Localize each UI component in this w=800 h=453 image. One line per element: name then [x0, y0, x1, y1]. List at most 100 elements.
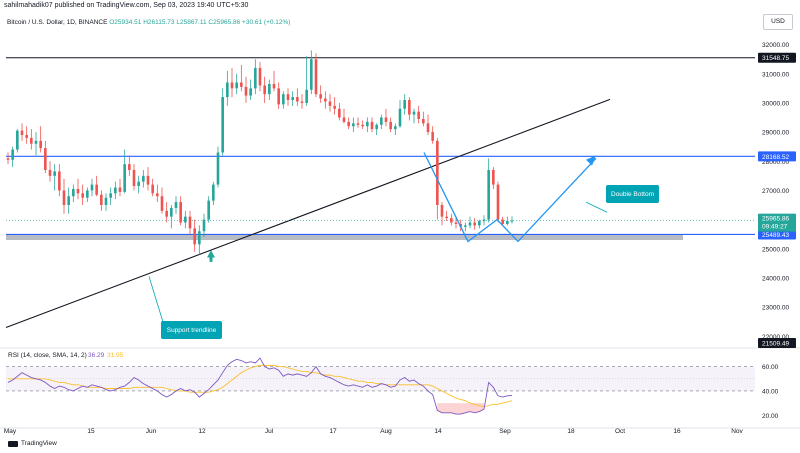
symbol-ohlc-legend: Bitcoin / U.S. Dollar, 1D, BINANCE O2593… [7, 19, 290, 26]
candle-body [440, 205, 444, 217]
candle-body [510, 220, 514, 222]
support-zone [6, 234, 683, 240]
time-axis-tick: Sep [499, 428, 511, 435]
candle-body [142, 175, 145, 182]
price-axis-tick: 25000.00 [762, 246, 789, 253]
candle-body [48, 170, 52, 176]
candle-body [310, 59, 313, 90]
candle-body [109, 193, 112, 198]
candle-body [44, 148, 47, 170]
candle-body [333, 105, 336, 109]
candle-body [478, 221, 481, 226]
candle-body [221, 97, 224, 153]
candle-body [305, 89, 308, 103]
candle-body [296, 97, 299, 102]
candle-body [268, 83, 271, 95]
tradingview-logo-icon [8, 440, 18, 447]
candle-body [492, 170, 495, 185]
time-axis-tick: 15 [87, 428, 95, 435]
candle-body [286, 94, 290, 100]
rsi-axis-tick: 20.00 [762, 413, 779, 420]
currency-button[interactable]: USD [763, 14, 793, 30]
tradingview-label: TradingView [21, 440, 57, 447]
candle-body [100, 194, 103, 205]
candle-body [412, 111, 416, 115]
price-axis-tick: 28000.00 [762, 159, 789, 166]
rsi-ma-value: 31.95 [107, 352, 124, 359]
candle-body [422, 118, 425, 124]
candle-body [53, 171, 56, 176]
support-trendline-label-box [161, 321, 222, 339]
candle-body [394, 126, 397, 130]
candle-body [324, 98, 327, 102]
candle-body [249, 88, 252, 96]
candle-body [188, 216, 192, 229]
candle-body [160, 196, 164, 211]
candle-body [137, 181, 140, 187]
candle-body [81, 193, 84, 198]
support-trendline [5, 98, 611, 329]
candle-body [132, 170, 136, 187]
candle-body [464, 225, 467, 227]
rsi-axis-tick: 40.00 [762, 388, 779, 395]
candle-body [454, 222, 458, 224]
price-axis-tick: 24000.00 [762, 275, 789, 282]
candle-body [450, 218, 453, 223]
candle-body [473, 222, 476, 226]
candle-body [338, 108, 341, 118]
candle-body [417, 111, 420, 119]
publish-info: sahilmahadik07 published on TradingView.… [4, 2, 249, 9]
time-axis-tick: 14 [434, 428, 442, 435]
time-axis-tick: 12 [198, 428, 206, 435]
time-axis-tick: 16 [673, 428, 681, 435]
candle-body [193, 228, 196, 245]
pattern-arrow-head [586, 155, 596, 166]
candle-body [426, 123, 430, 133]
price-axis-tick: 29000.00 [762, 130, 789, 137]
rsi-ma-line [8, 364, 513, 408]
candle-body [170, 207, 173, 217]
candle-body [216, 152, 220, 185]
candle-body [179, 202, 182, 223]
candle-body [389, 121, 392, 130]
symbol-name: Bitcoin / U.S. Dollar, 1D, BINANCE [7, 19, 108, 26]
candle-body [123, 164, 126, 192]
rsi-oversold-fill [437, 403, 484, 415]
change-value: +30.61 (+0.12%) [242, 19, 291, 26]
candle-body [184, 216, 187, 223]
time-axis-tick: Jul [265, 428, 274, 435]
open-value: O25934.51 [109, 19, 142, 26]
price-axis-tick: 23000.00 [762, 305, 789, 312]
candle-body [487, 170, 490, 220]
candle-body [58, 171, 61, 191]
price-axis-tick: 27000.00 [762, 188, 789, 195]
candle-body [375, 124, 378, 130]
rsi-value: 36.29 [88, 352, 105, 359]
time-axis-tick: May [4, 428, 17, 435]
candle-body [244, 86, 248, 96]
candle-body [342, 117, 346, 122]
candle-body [366, 121, 369, 127]
candle-body [95, 184, 98, 195]
candle-body [300, 101, 304, 103]
candle-body [398, 108, 402, 127]
candle-body [436, 140, 439, 205]
price-axis-tick: 31000.00 [762, 71, 789, 78]
candle-body [370, 121, 374, 130]
candle-body [235, 82, 238, 89]
candle-body [104, 197, 108, 205]
candle-body [445, 216, 448, 219]
candle-body [146, 175, 150, 185]
price-level-label-box [758, 229, 796, 240]
candle-body [356, 123, 360, 125]
candle-body [76, 188, 80, 194]
time-axis-tick: Jun [146, 428, 157, 435]
rsi-line [7, 357, 513, 415]
price-axis-tick: 32000.00 [762, 42, 789, 49]
price-level-label-box [758, 52, 796, 63]
candle-body [282, 94, 285, 105]
time-axis-tick: Nov [731, 428, 743, 435]
candle-body [67, 196, 70, 205]
price-level-label: 31548.75 [762, 55, 789, 62]
